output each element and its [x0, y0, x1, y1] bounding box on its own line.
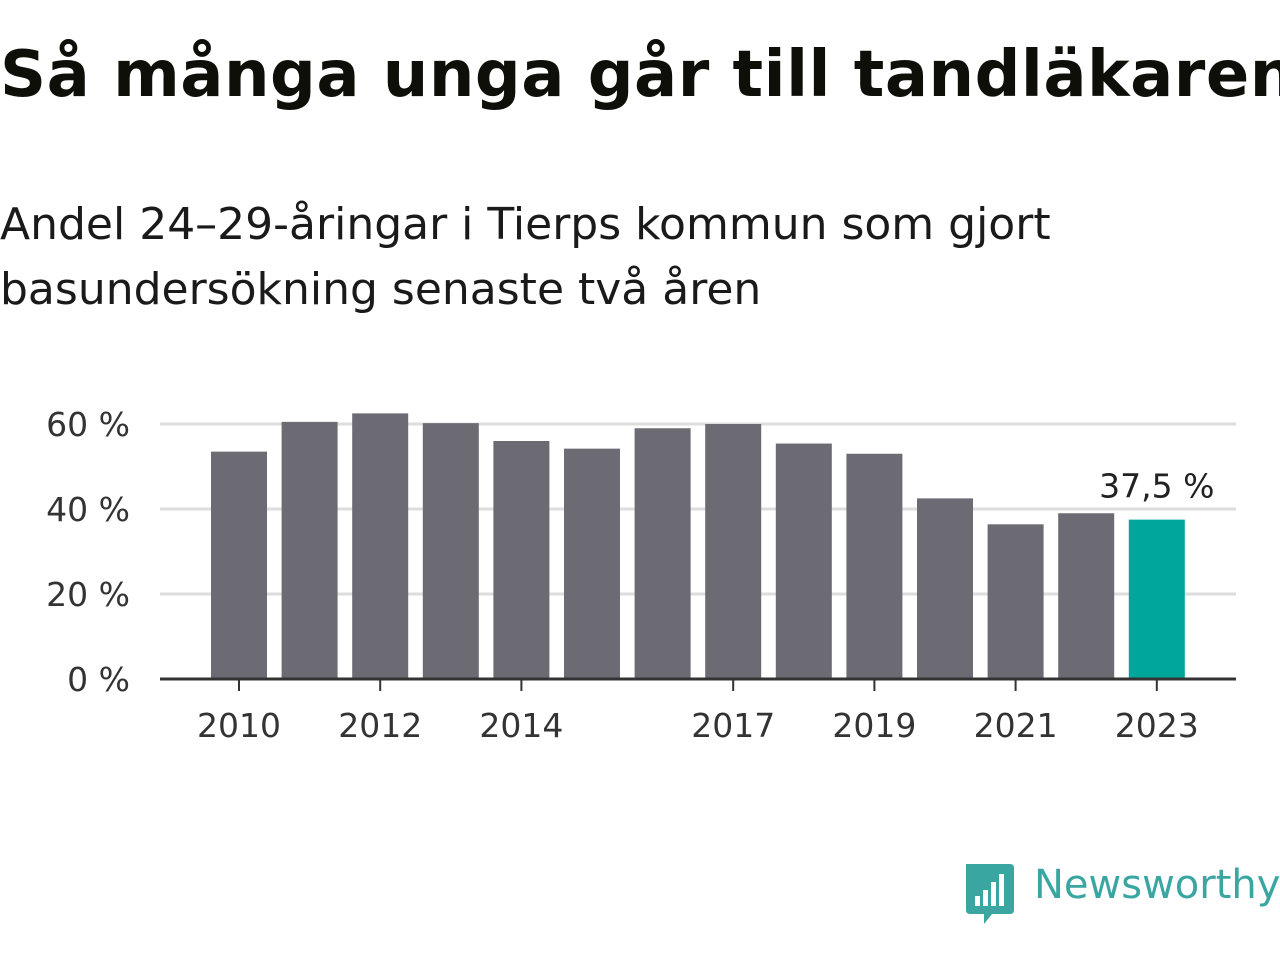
bar	[211, 451, 267, 679]
newsworthy-logo: Newsworthy	[962, 860, 1280, 930]
x-tick-label: 2019	[832, 706, 916, 745]
x-tick-label: 2010	[197, 706, 281, 745]
bar	[352, 413, 409, 679]
data-label: 37,5 %	[1099, 467, 1214, 506]
bar	[422, 423, 479, 679]
bar	[987, 524, 1044, 679]
bar	[564, 448, 620, 679]
y-tick-label: 60 %	[46, 405, 130, 444]
chart-title: Så många unga går till tandläkaren	[0, 38, 1280, 112]
y-tick-label: 40 %	[46, 490, 130, 529]
newsworthy-bar-chart-bubble-icon	[966, 864, 1014, 924]
bar	[775, 443, 832, 679]
brand-name: Newsworthy	[1034, 862, 1280, 908]
y-tick-label: 0 %	[67, 660, 130, 699]
x-tick-label: 2021	[974, 706, 1058, 745]
y-tick-label: 20 %	[46, 575, 130, 614]
bar	[634, 428, 691, 679]
bar-highlight	[1128, 519, 1185, 679]
bar	[493, 441, 550, 679]
x-tick-label: 2012	[338, 706, 422, 745]
chart-subtitle: Andel 24–29-åringar i Tierps kommun som …	[0, 199, 1051, 315]
x-tick-label: 2017	[691, 706, 775, 745]
bar	[917, 498, 973, 679]
x-tick-label: 2023	[1115, 706, 1199, 745]
bar	[281, 421, 338, 679]
bar	[846, 453, 903, 679]
bar	[705, 424, 762, 679]
bar	[1058, 513, 1115, 679]
x-tick-label: 2014	[479, 706, 563, 745]
